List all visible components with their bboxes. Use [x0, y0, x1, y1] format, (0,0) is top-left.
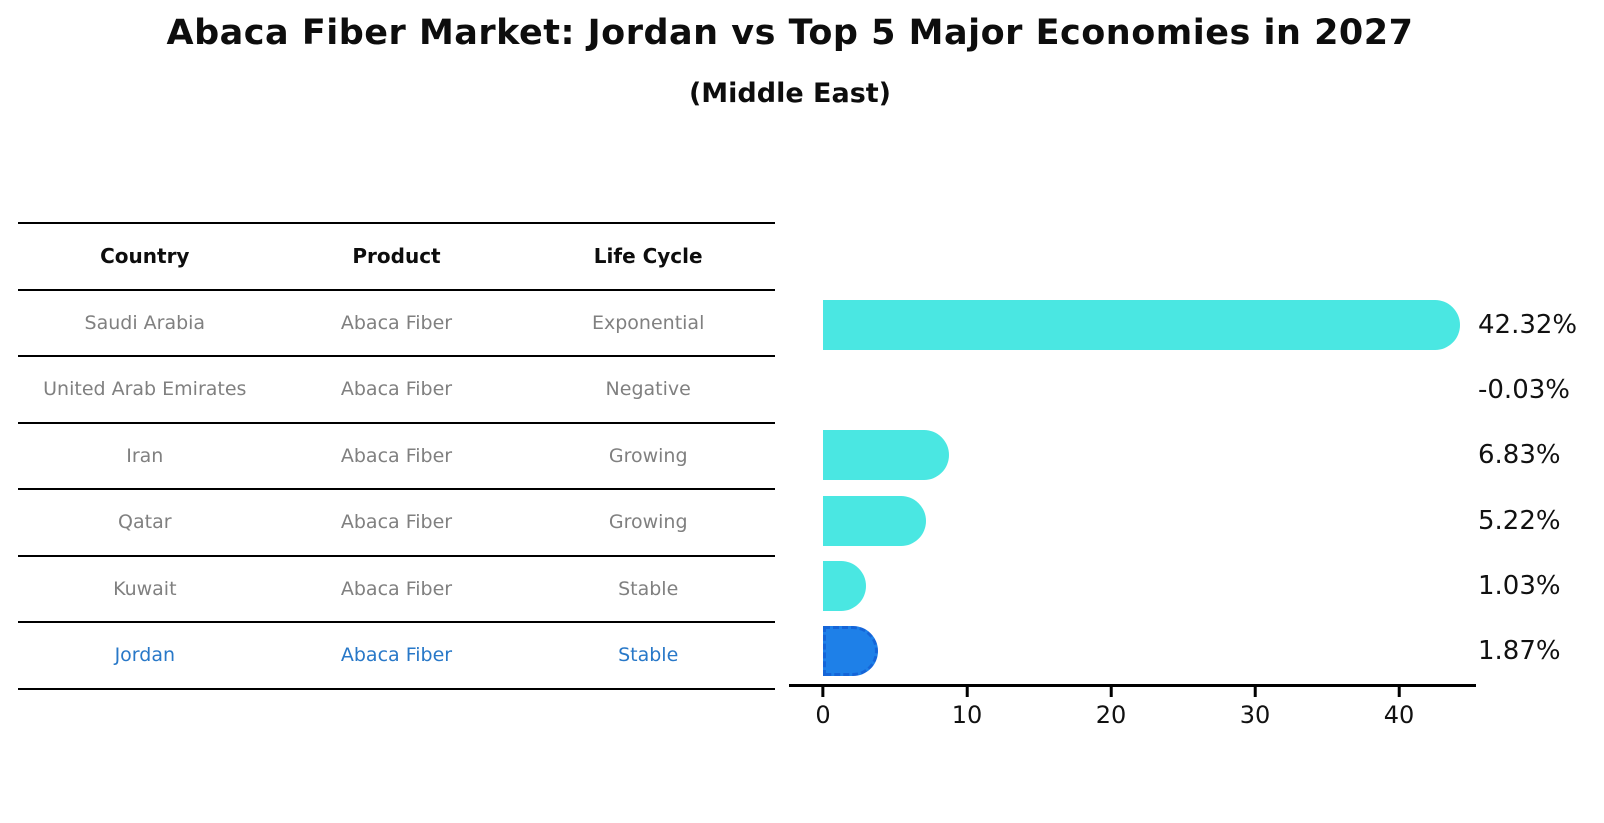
x-tick-mark [821, 687, 825, 697]
cell-product: Abaca Fiber [340, 311, 453, 334]
value-label: 1.03% [1478, 570, 1561, 601]
value-label: -0.03% [1478, 375, 1570, 406]
country-table: Country Product Life Cycle Saudi Arabia … [18, 222, 775, 690]
cell-country: Kuwait [113, 577, 177, 600]
bar [823, 300, 1461, 350]
bar-row-qatar: 5.22% [823, 495, 1593, 546]
cell-country: Qatar [118, 511, 172, 534]
table-row: Qatar Abaca Fiber Growing [18, 490, 775, 557]
cell-life-cycle: Negative [605, 378, 691, 401]
x-tick-mark [1253, 687, 1257, 697]
x-tick-label: 10 [951, 701, 983, 729]
x-tick: 10 [951, 687, 983, 729]
cell-country: Saudi Arabia [84, 311, 206, 334]
value-label: 42.32% [1478, 310, 1578, 340]
value-label: 1.87% [1478, 636, 1561, 666]
bar-row-kuwait: 1.03% [823, 560, 1593, 611]
x-tick: 0 [815, 687, 831, 729]
cell-life-cycle: Growing [608, 511, 688, 534]
column-header-life-cycle: Life Cycle [593, 244, 703, 269]
x-tick-mark [1109, 687, 1113, 697]
bar-row-iran: 6.83% [823, 430, 1593, 481]
value-label: 6.83% [1478, 440, 1561, 471]
bar [823, 495, 927, 546]
cell-country: United Arab Emirates [43, 378, 247, 401]
x-tick-label: 20 [1095, 701, 1127, 729]
table-row: Kuwait Abaca Fiber Stable [18, 557, 775, 623]
column-header-product: Product [352, 244, 441, 269]
cell-product: Abaca Fiber [340, 577, 453, 600]
cell-life-cycle: Stable [618, 644, 679, 667]
cell-life-cycle: Stable [618, 577, 679, 600]
x-tick: 20 [1095, 687, 1127, 729]
cell-country: Jordan [114, 644, 176, 667]
x-tick: 30 [1239, 687, 1271, 729]
bar [823, 560, 866, 611]
cell-product: Abaca Fiber [340, 378, 453, 401]
table-row-jordan-highlight: Jordan Abaca Fiber Stable [18, 623, 775, 690]
table-row: Saudi Arabia Abaca Fiber Exponential [18, 291, 775, 357]
bar-row-united-arab-emirates: -0.03% [823, 365, 1593, 415]
chart-subtitle: (Middle East) [688, 78, 892, 109]
cell-life-cycle: Exponential [592, 311, 705, 334]
bar-row-jordan: 1.87% [823, 626, 1593, 676]
x-tick-label: 40 [1383, 701, 1415, 729]
bar-row-saudi-arabia: 42.32% [823, 300, 1593, 350]
x-tick-label: 0 [815, 701, 831, 729]
cell-country: Iran [126, 444, 164, 467]
x-tick-mark [965, 687, 969, 697]
value-label: 5.22% [1478, 505, 1561, 536]
table-header-row: Country Product Life Cycle [18, 224, 775, 291]
cell-product: Abaca Fiber [340, 444, 453, 467]
bar [823, 430, 950, 481]
table-row: United Arab Emirates Abaca Fiber Negativ… [18, 357, 775, 424]
table-row: Iran Abaca Fiber Growing [18, 424, 775, 490]
cell-product: Abaca Fiber [340, 511, 453, 534]
chart-title: Abaca Fiber Market: Jordan vs Top 5 Majo… [166, 13, 1414, 53]
x-axis-line [789, 684, 1476, 687]
bar [823, 626, 878, 676]
cell-life-cycle: Growing [608, 444, 688, 467]
x-tick-label: 30 [1239, 701, 1271, 729]
x-tick: 40 [1383, 687, 1415, 729]
cell-product: Abaca Fiber [340, 644, 453, 667]
column-header-country: Country [100, 244, 190, 269]
x-tick-mark [1397, 687, 1401, 697]
